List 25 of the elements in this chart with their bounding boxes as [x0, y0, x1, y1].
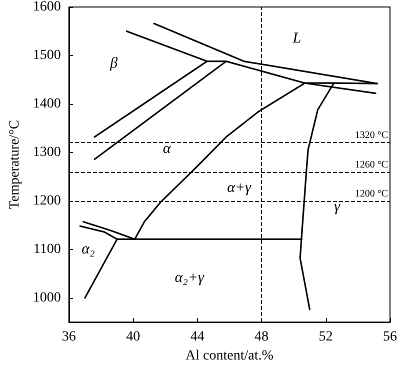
x-tick-label: 48: [254, 330, 269, 345]
annotation: α₂: [82, 242, 95, 258]
x-tick-label: 44: [190, 330, 204, 345]
y-tick-label: 1600: [32, 0, 61, 14]
ref-line-label: 1200 °C: [354, 188, 388, 200]
y-tick-label: 1400: [32, 96, 61, 112]
annotation: α+γ: [227, 180, 252, 196]
annotation: L: [292, 30, 302, 47]
ref-line-label: 1320 °C: [354, 130, 388, 142]
y-tick-label: 1500: [32, 48, 61, 63]
x-tick-label: 40: [126, 330, 140, 345]
x-tick-label: 56: [383, 330, 397, 345]
x-axis-title: Al content/at.%: [186, 348, 274, 364]
y-tick-label: 1200: [32, 193, 61, 208]
x-tick-label: 52: [318, 330, 333, 345]
annotation: γ: [334, 199, 342, 216]
annotation: β: [109, 56, 118, 72]
y-tick-label: 1100: [33, 242, 61, 257]
ref-line-label: 1260 °C: [354, 159, 388, 170]
y-tick-label: 1300: [32, 144, 61, 160]
x-tick-label: 36: [62, 330, 76, 345]
annotation: α₂+γ: [174, 270, 205, 286]
y-tick-label: 1000: [32, 290, 61, 306]
y-axis-title: Temperature/°C: [8, 120, 22, 210]
annotation: α: [162, 140, 172, 157]
